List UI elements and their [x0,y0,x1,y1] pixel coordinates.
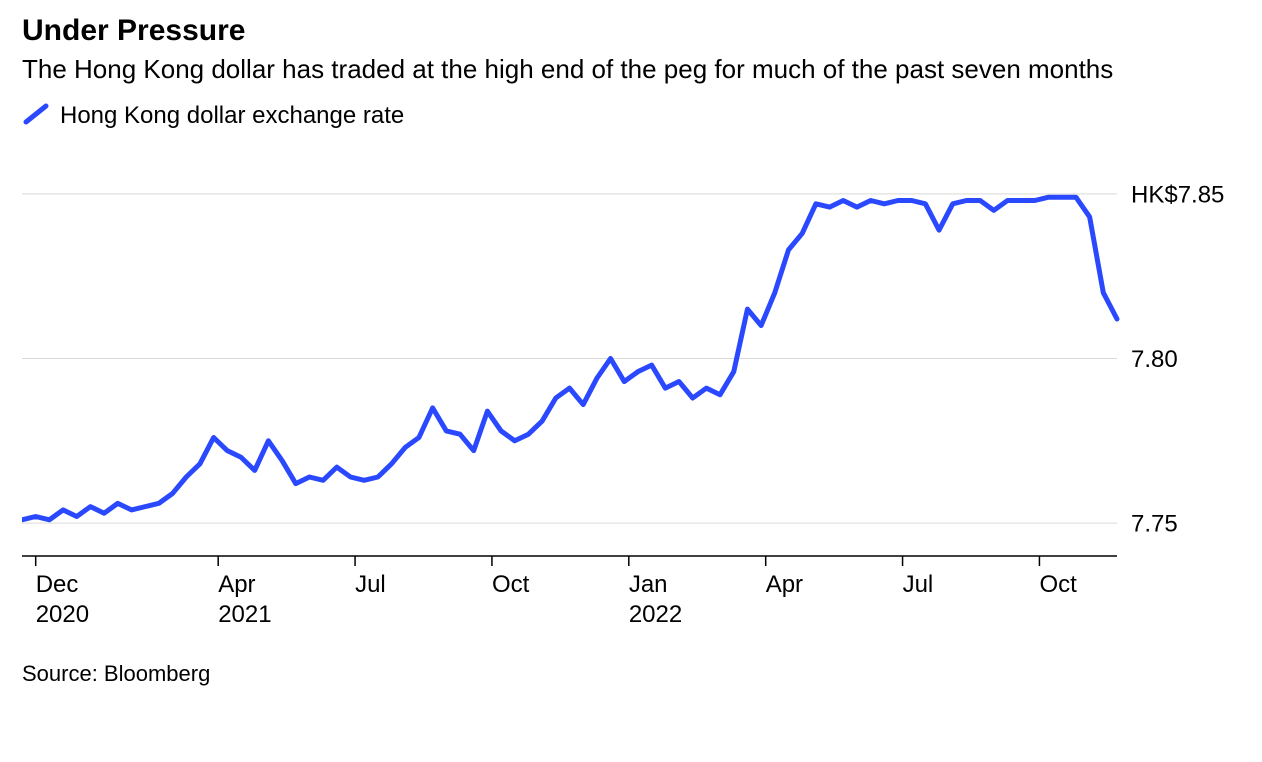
legend-label: Hong Kong dollar exchange rate [60,102,404,130]
chart-area: HK$7.85 7.80 7.75 Dec 2020 Apr 2021 Jul Oct Jan 20… [22,141,1240,631]
x-tick-year-label: 2022 [629,601,682,628]
legend-line-icon [22,100,50,133]
line-chart: HK$7.85 7.80 7.75 Dec 2020 Apr 2021 Jul Oct Jan 20… [22,141,1240,631]
x-tick-label: Jul [903,571,934,598]
chart-title: Under Pressure [22,14,1240,47]
x-tick-label: Dec [36,571,79,598]
x-tick-year-label: 2021 [218,601,271,628]
x-tick-label: Oct [1039,571,1077,598]
x-tick-label: Apr [218,571,255,598]
x-tick-label: Apr [766,571,803,598]
x-tick-label: Jan [629,571,668,598]
x-tick-label: Oct [492,571,530,598]
chart-source: Source: Bloomberg [22,661,1240,687]
chart-subtitle: The Hong Kong dollar has traded at the h… [22,53,1240,86]
y-tick-label: HK$7.85 [1131,181,1224,208]
y-tick-label: 7.80 [1131,345,1178,372]
x-tick-year-label: 2020 [36,601,89,628]
x-tick-label: Jul [355,571,386,598]
y-tick-label: 7.75 [1131,510,1178,537]
legend: Hong Kong dollar exchange rate [22,100,1240,133]
